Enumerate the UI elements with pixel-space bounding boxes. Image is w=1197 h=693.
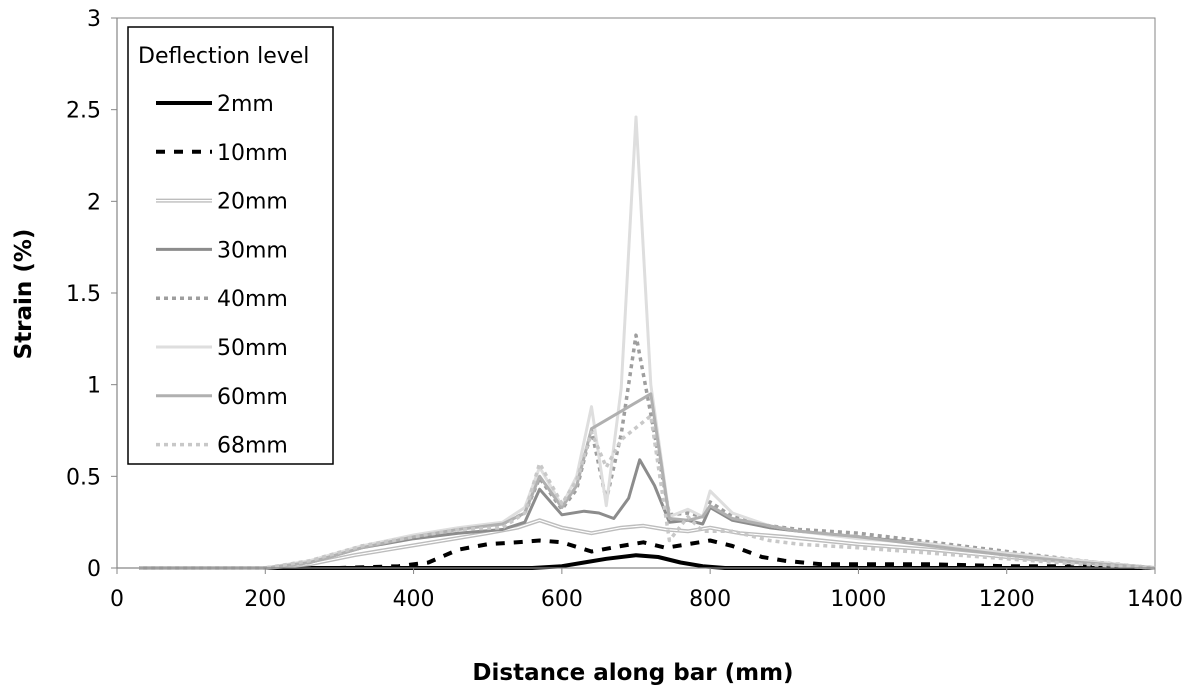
legend-60mm-label: 60mm	[217, 385, 288, 410]
series-20mm-line-inner	[139, 519, 1156, 569]
legend-20mm-label: 20mm	[217, 190, 288, 215]
series-10mm-line	[139, 538, 1156, 570]
y-axis-title: Strain (%)	[11, 229, 37, 360]
x-tick-label: 1200	[979, 587, 1035, 612]
legend-30mm-label: 30mm	[217, 238, 288, 263]
legend-title: Deflection level	[138, 44, 309, 69]
y-tick-label: 0.5	[66, 465, 101, 490]
legend-50mm-label: 50mm	[217, 336, 288, 361]
x-tick-label: 1000	[830, 587, 886, 612]
legend: Deflection level 2mm 10mm 20mm 30mm 40mm 50mm 6…	[127, 26, 334, 465]
x-tick-label: 800	[689, 587, 731, 612]
legend-2mm-label: 2mm	[217, 92, 274, 117]
legend-40mm-label: 40mm	[217, 287, 288, 312]
series-layer	[139, 115, 1156, 570]
y-tick-label: 0	[87, 557, 101, 582]
y-tick-label: 3	[87, 7, 101, 32]
x-tick-label: 400	[393, 587, 435, 612]
x-tick-label: 1400	[1127, 587, 1183, 612]
y-tick-label: 1	[87, 374, 101, 399]
x-tick-label: 200	[244, 587, 286, 612]
y-tick-label: 2.5	[66, 99, 101, 124]
y-tick-label: 2	[87, 190, 101, 215]
x-tick-label: 600	[541, 587, 583, 612]
y-tick-label: 1.5	[66, 282, 101, 307]
legend-box	[127, 26, 334, 465]
legend-68mm-label: 68mm	[217, 434, 288, 459]
x-tick-label: 0	[110, 587, 124, 612]
axes-layer: 0 200 400 600 800 1000 1200 1400 0 0.5 1 1.5 2 2.5 3	[66, 7, 1183, 612]
x-axis-title: Distance along bar (mm)	[472, 660, 793, 686]
legend-10mm-label: 10mm	[217, 141, 288, 166]
series-60mm-line	[139, 392, 1156, 570]
